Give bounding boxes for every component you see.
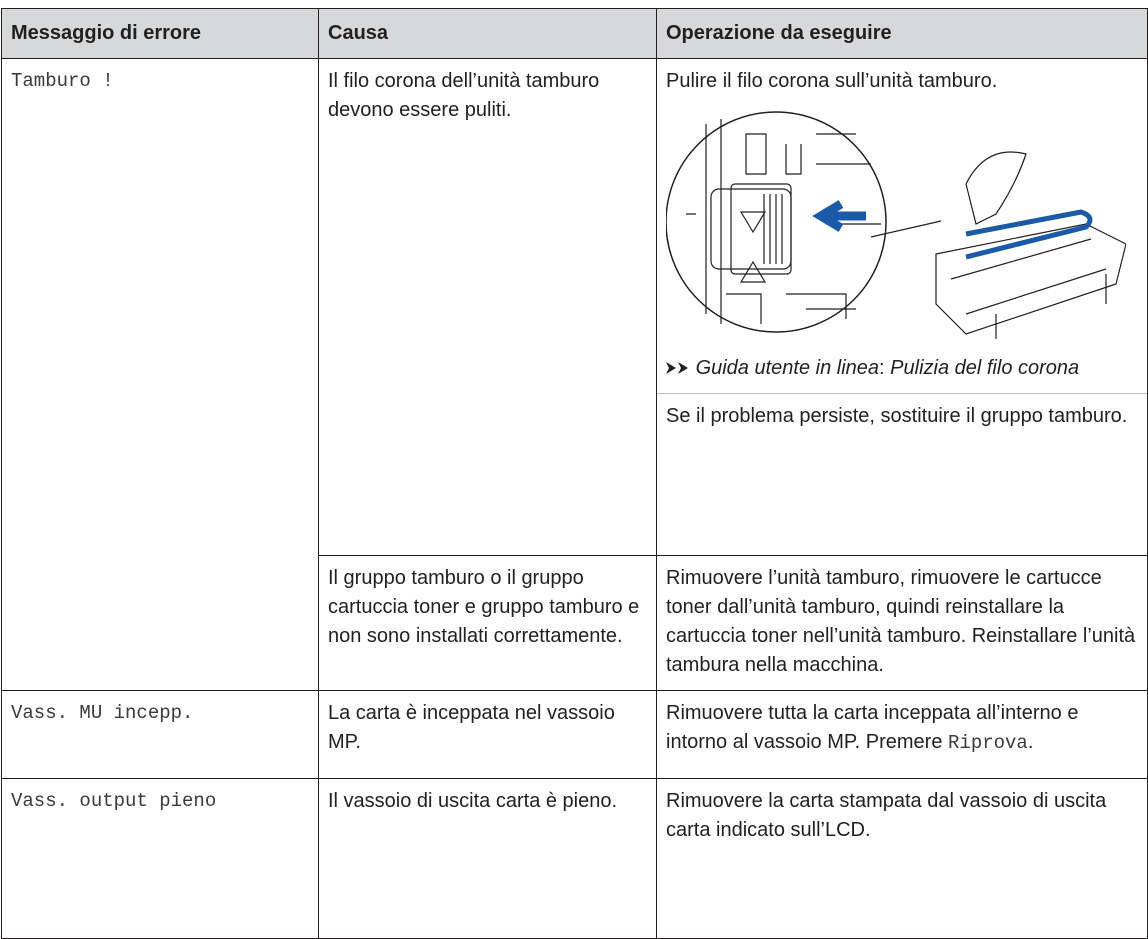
row: Il gruppo tamburo o il gruppo cartuccia … (2, 555, 1148, 691)
separator: : (879, 357, 885, 379)
action-cell: Pulire il filo corona sull’unità tamburo… (656, 58, 1148, 556)
header-cell: Operazione da eseguire (656, 8, 1148, 59)
action-cell: Rimuovere tutta la carta inceppata all’i… (656, 690, 1148, 779)
guide-topic: Pulizia del filo corona (890, 357, 1080, 379)
row: Vass. output pieno Il vassoio di uscita … (1, 778, 1148, 939)
key-name: Riprova (948, 732, 1028, 754)
action-suffix: . (1027, 731, 1034, 753)
action-cell: Rimuovere la carta stampata dal vassoio … (656, 778, 1148, 939)
header-row: Messaggio di errore Causa Operazione da … (1, 8, 1148, 59)
guide-title: Guida utente in linea (695, 357, 880, 379)
message-cell: Tamburo ! (1, 58, 319, 691)
header-cell: Messaggio di errore (1, 8, 319, 59)
message-cell: Vass. output pieno (1, 778, 319, 939)
row: Vass. MU incepp. La carta è inceppata ne… (1, 690, 1148, 779)
step: Pulire il filo corona sull’unità tamburo… (666, 70, 998, 92)
message-cell: Vass. MU incepp. (1, 690, 319, 779)
header-cell: Causa (318, 8, 657, 59)
cause-cell: La carta è inceppata nel vassoio MP. (318, 690, 657, 779)
error-table: Messaggio di errore Causa Operazione da … (1, 8, 1148, 939)
row: Tamburo ! Il filo corona dell’unità tamb… (1, 58, 1148, 691)
arrow-icon (666, 362, 688, 374)
illustration (666, 111, 1126, 339)
note: Se il problema persiste, sostituire il g… (657, 393, 1147, 431)
action: Rimuovere tutta la carta inceppata all’i… (666, 702, 1079, 753)
action-prefix: Premere (865, 731, 943, 753)
page: Messaggio di errore Causa Operazione da … (1, 8, 1148, 939)
action-cell: Rimuovere l’unità tamburo, rimuovere le … (656, 555, 1148, 691)
cause-cell: Il gruppo tamburo o il gruppo cartuccia … (318, 555, 657, 691)
cause-cell: Il filo corona dell’unità tamburo devono… (318, 58, 657, 556)
guide-reference: Guida utente in linea: Pulizia del filo … (666, 354, 1138, 393)
cause-cell: Il vassoio di uscita carta è pieno. (318, 778, 657, 939)
